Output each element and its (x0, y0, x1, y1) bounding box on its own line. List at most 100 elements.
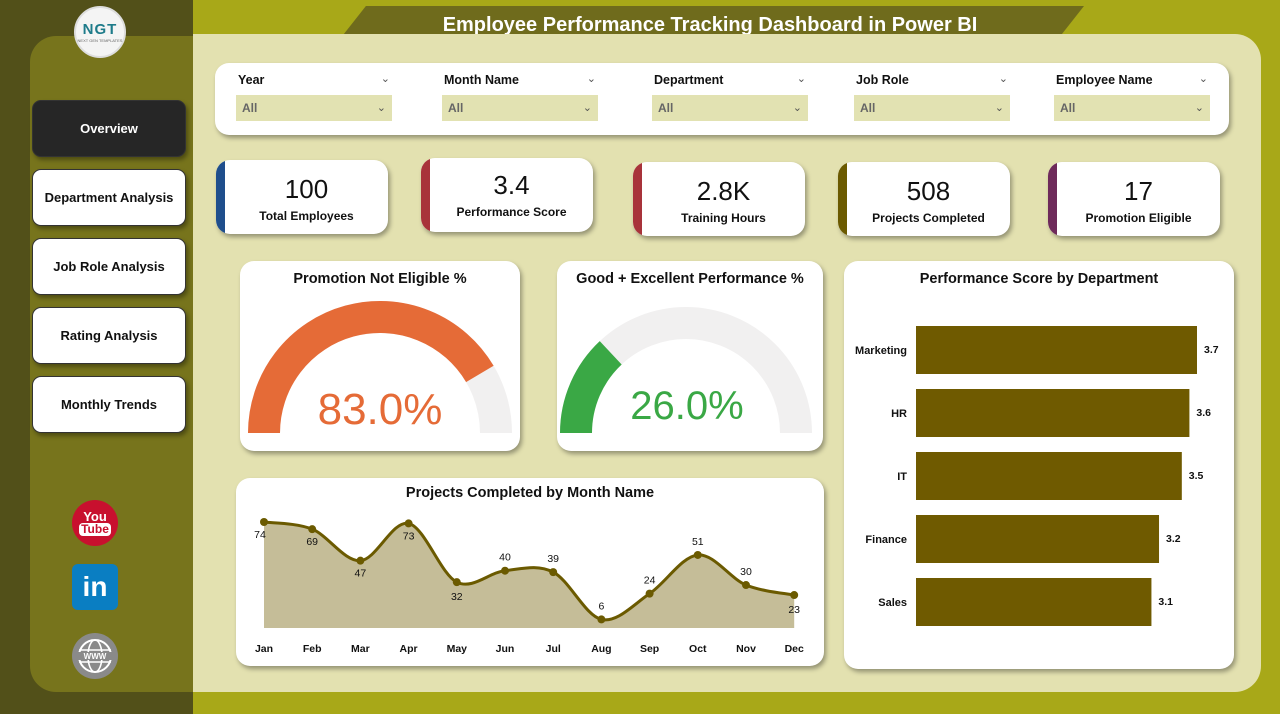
page-title: Employee Performance Tracking Dashboard … (442, 14, 978, 36)
bar-value-label: 3.1 (1158, 596, 1173, 608)
linkedin-text: in (82, 571, 108, 602)
web-globe-icon[interactable]: WWW (72, 633, 118, 679)
x-tick-label: Feb (303, 643, 322, 655)
filter-month-name: Month Name ⌄ All ⌄ (442, 63, 598, 135)
logo-subtext: NEXT GEN TEMPLATES (77, 38, 123, 43)
filter-label: Employee Name (1056, 73, 1153, 87)
filter-select[interactable]: All ⌄ (854, 95, 1010, 121)
area-chart-card: Projects Completed by Month Name 74 Jan 69… (236, 478, 824, 666)
globe-text: WWW (84, 652, 107, 661)
linkedin-icon[interactable]: in (72, 564, 118, 610)
filter-employee-name: Employee Name ⌄ All ⌄ (1054, 63, 1210, 135)
data-label: 73 (403, 530, 415, 542)
chevron-down-icon: ⌄ (582, 102, 592, 114)
x-tick-label: Apr (400, 643, 418, 655)
data-point (645, 589, 654, 598)
data-label: 40 (499, 552, 511, 564)
nav-department-analysis[interactable]: Department Analysis (32, 169, 186, 226)
bar-finance (916, 515, 1160, 563)
data-point (742, 581, 750, 590)
filter-select[interactable]: All ⌄ (236, 95, 392, 121)
kpi-performance-score: 3.4 Performance Score (421, 158, 593, 232)
globe-icon: WWW (78, 639, 112, 673)
chevron-down-icon[interactable]: ⌄ (796, 73, 806, 85)
data-label: 30 (740, 566, 752, 578)
data-point (790, 591, 799, 600)
kpi-accent (1048, 162, 1057, 236)
chevron-down-icon: ⌄ (994, 102, 1004, 114)
bar-category-label: HR (891, 408, 907, 420)
chevron-down-icon[interactable]: ⌄ (586, 73, 596, 85)
bar-category-label: Marketing (855, 345, 907, 357)
chevron-down-icon: ⌄ (792, 102, 802, 114)
data-point (452, 578, 461, 587)
kpi-value: 17 (1124, 176, 1153, 206)
data-label: 74 (254, 529, 266, 541)
x-tick-label: Jun (496, 643, 515, 655)
gauge-value: 26.0% (630, 384, 743, 428)
nav-job-role-analysis[interactable]: Job Role Analysis (32, 238, 186, 295)
filter-value: All (242, 101, 258, 115)
data-label: 23 (788, 604, 800, 616)
filter-select[interactable]: All ⌄ (442, 95, 598, 121)
chevron-down-icon[interactable]: ⌄ (380, 73, 390, 85)
bar-value-label: 3.6 (1196, 407, 1211, 419)
kpi-value: 3.4 (493, 170, 530, 200)
x-tick-label: Oct (689, 643, 707, 655)
bar-category-label: Sales (878, 597, 907, 609)
bar-sales (916, 578, 1152, 626)
youtube-tube-text: Tube (79, 522, 111, 536)
bar-it (916, 452, 1182, 500)
data-point (260, 518, 268, 526)
kpi-accent (633, 162, 642, 236)
bar-value-label: 3.5 (1189, 470, 1204, 482)
gauge-svg: 83.0% (248, 301, 512, 434)
nav-monthly-trends[interactable]: Monthly Trends (32, 376, 186, 433)
chevron-down-icon: ⌄ (376, 102, 386, 114)
bar-chart-card: Performance Score by Department Marketin… (844, 261, 1234, 669)
kpi-label: Training Hours (681, 211, 766, 225)
company-logo[interactable]: NGT NEXT GEN TEMPLATES (74, 6, 126, 58)
chevron-down-icon[interactable]: ⌄ (1198, 73, 1208, 85)
data-label: 32 (451, 591, 463, 603)
data-point (404, 519, 413, 528)
filter-label: Job Role (856, 73, 909, 87)
x-tick-label: Dec (785, 643, 804, 655)
bar-chart-title: Performance Score by Department (919, 271, 1159, 287)
data-label: 47 (355, 568, 367, 580)
kpi-label: Performance Score (456, 205, 567, 219)
filter-label: Month Name (444, 73, 519, 87)
filter-department: Department ⌄ All ⌄ (652, 63, 808, 135)
filter-select[interactable]: All ⌄ (652, 95, 808, 121)
data-label: 39 (547, 553, 559, 565)
filter-job-role: Job Role ⌄ All ⌄ (854, 63, 1010, 135)
nav-rating-analysis[interactable]: Rating Analysis (32, 307, 186, 364)
gauge-title: Good + Excellent Performance % (576, 271, 804, 287)
youtube-icon[interactable]: You Tube (72, 500, 118, 546)
data-point (501, 566, 509, 575)
filter-value: All (448, 101, 464, 115)
data-point (597, 615, 606, 624)
kpi-value: 2.8K (696, 176, 751, 206)
youtube-text: You (83, 509, 107, 524)
kpi-value: 508 (906, 176, 951, 206)
kpi-label: Projects Completed (872, 211, 985, 225)
kpi-accent (838, 162, 847, 236)
bar-hr (916, 389, 1190, 437)
bar-value-label: 3.2 (1166, 533, 1181, 545)
data-label: 24 (644, 575, 656, 587)
kpi-total-employees: 100 Total Employees (216, 160, 388, 234)
kpi-accent (216, 160, 225, 234)
data-point (356, 556, 365, 565)
kpi-label: Promotion Eligible (1085, 211, 1192, 225)
filter-select[interactable]: All ⌄ (1054, 95, 1210, 121)
logo-text: NGT (82, 21, 118, 38)
gauge-title: Promotion Not Eligible % (293, 271, 467, 287)
x-tick-label: Aug (591, 643, 611, 655)
x-tick-label: Jul (546, 643, 561, 655)
nav-overview[interactable]: Overview (32, 100, 186, 157)
chevron-down-icon[interactable]: ⌄ (998, 73, 1008, 85)
gauge-good-excellent-performance: 26.0% Good + Excellent Performance % (557, 261, 823, 451)
kpi-promotion-eligible: 17 Promotion Eligible (1048, 162, 1220, 236)
filter-label: Year (238, 73, 265, 87)
